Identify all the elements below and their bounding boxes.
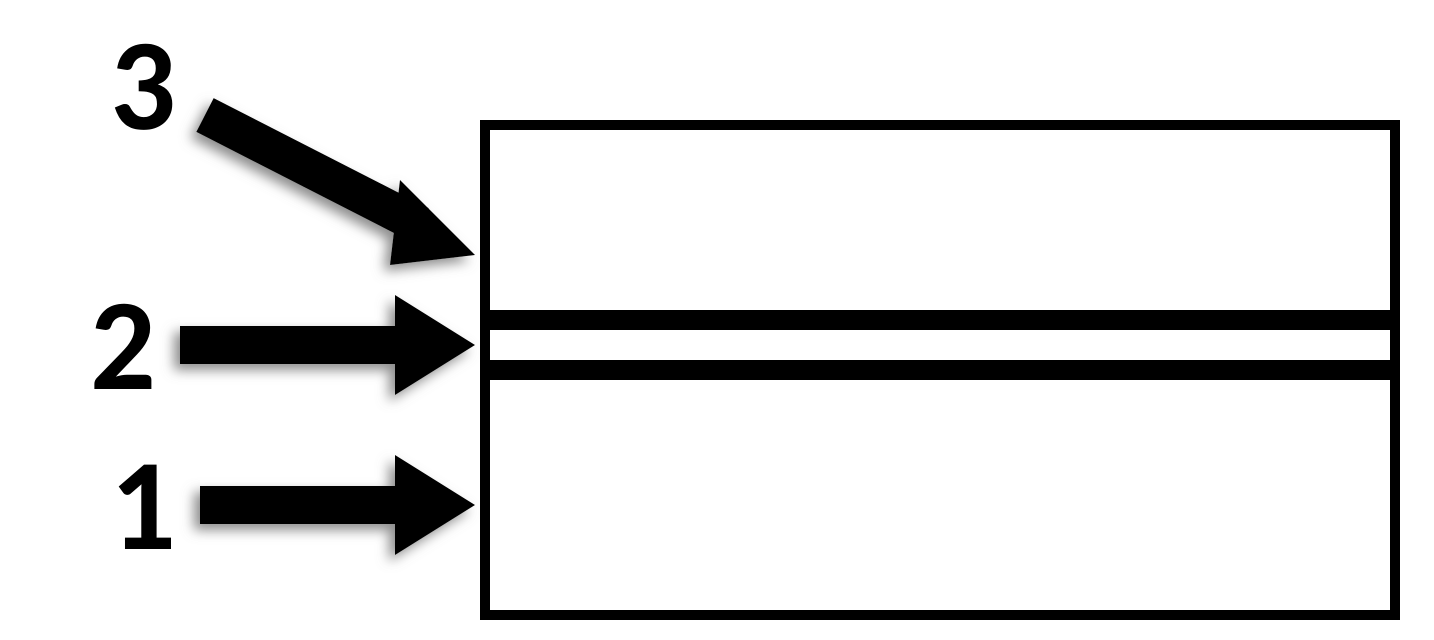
label-1: 1 (110, 440, 176, 570)
arrow-to-layer-1 (0, 0, 1434, 640)
diagram-stage: 3 2 1 (0, 0, 1434, 640)
label-3: 3 (110, 20, 176, 150)
label-2: 2 (90, 280, 156, 410)
